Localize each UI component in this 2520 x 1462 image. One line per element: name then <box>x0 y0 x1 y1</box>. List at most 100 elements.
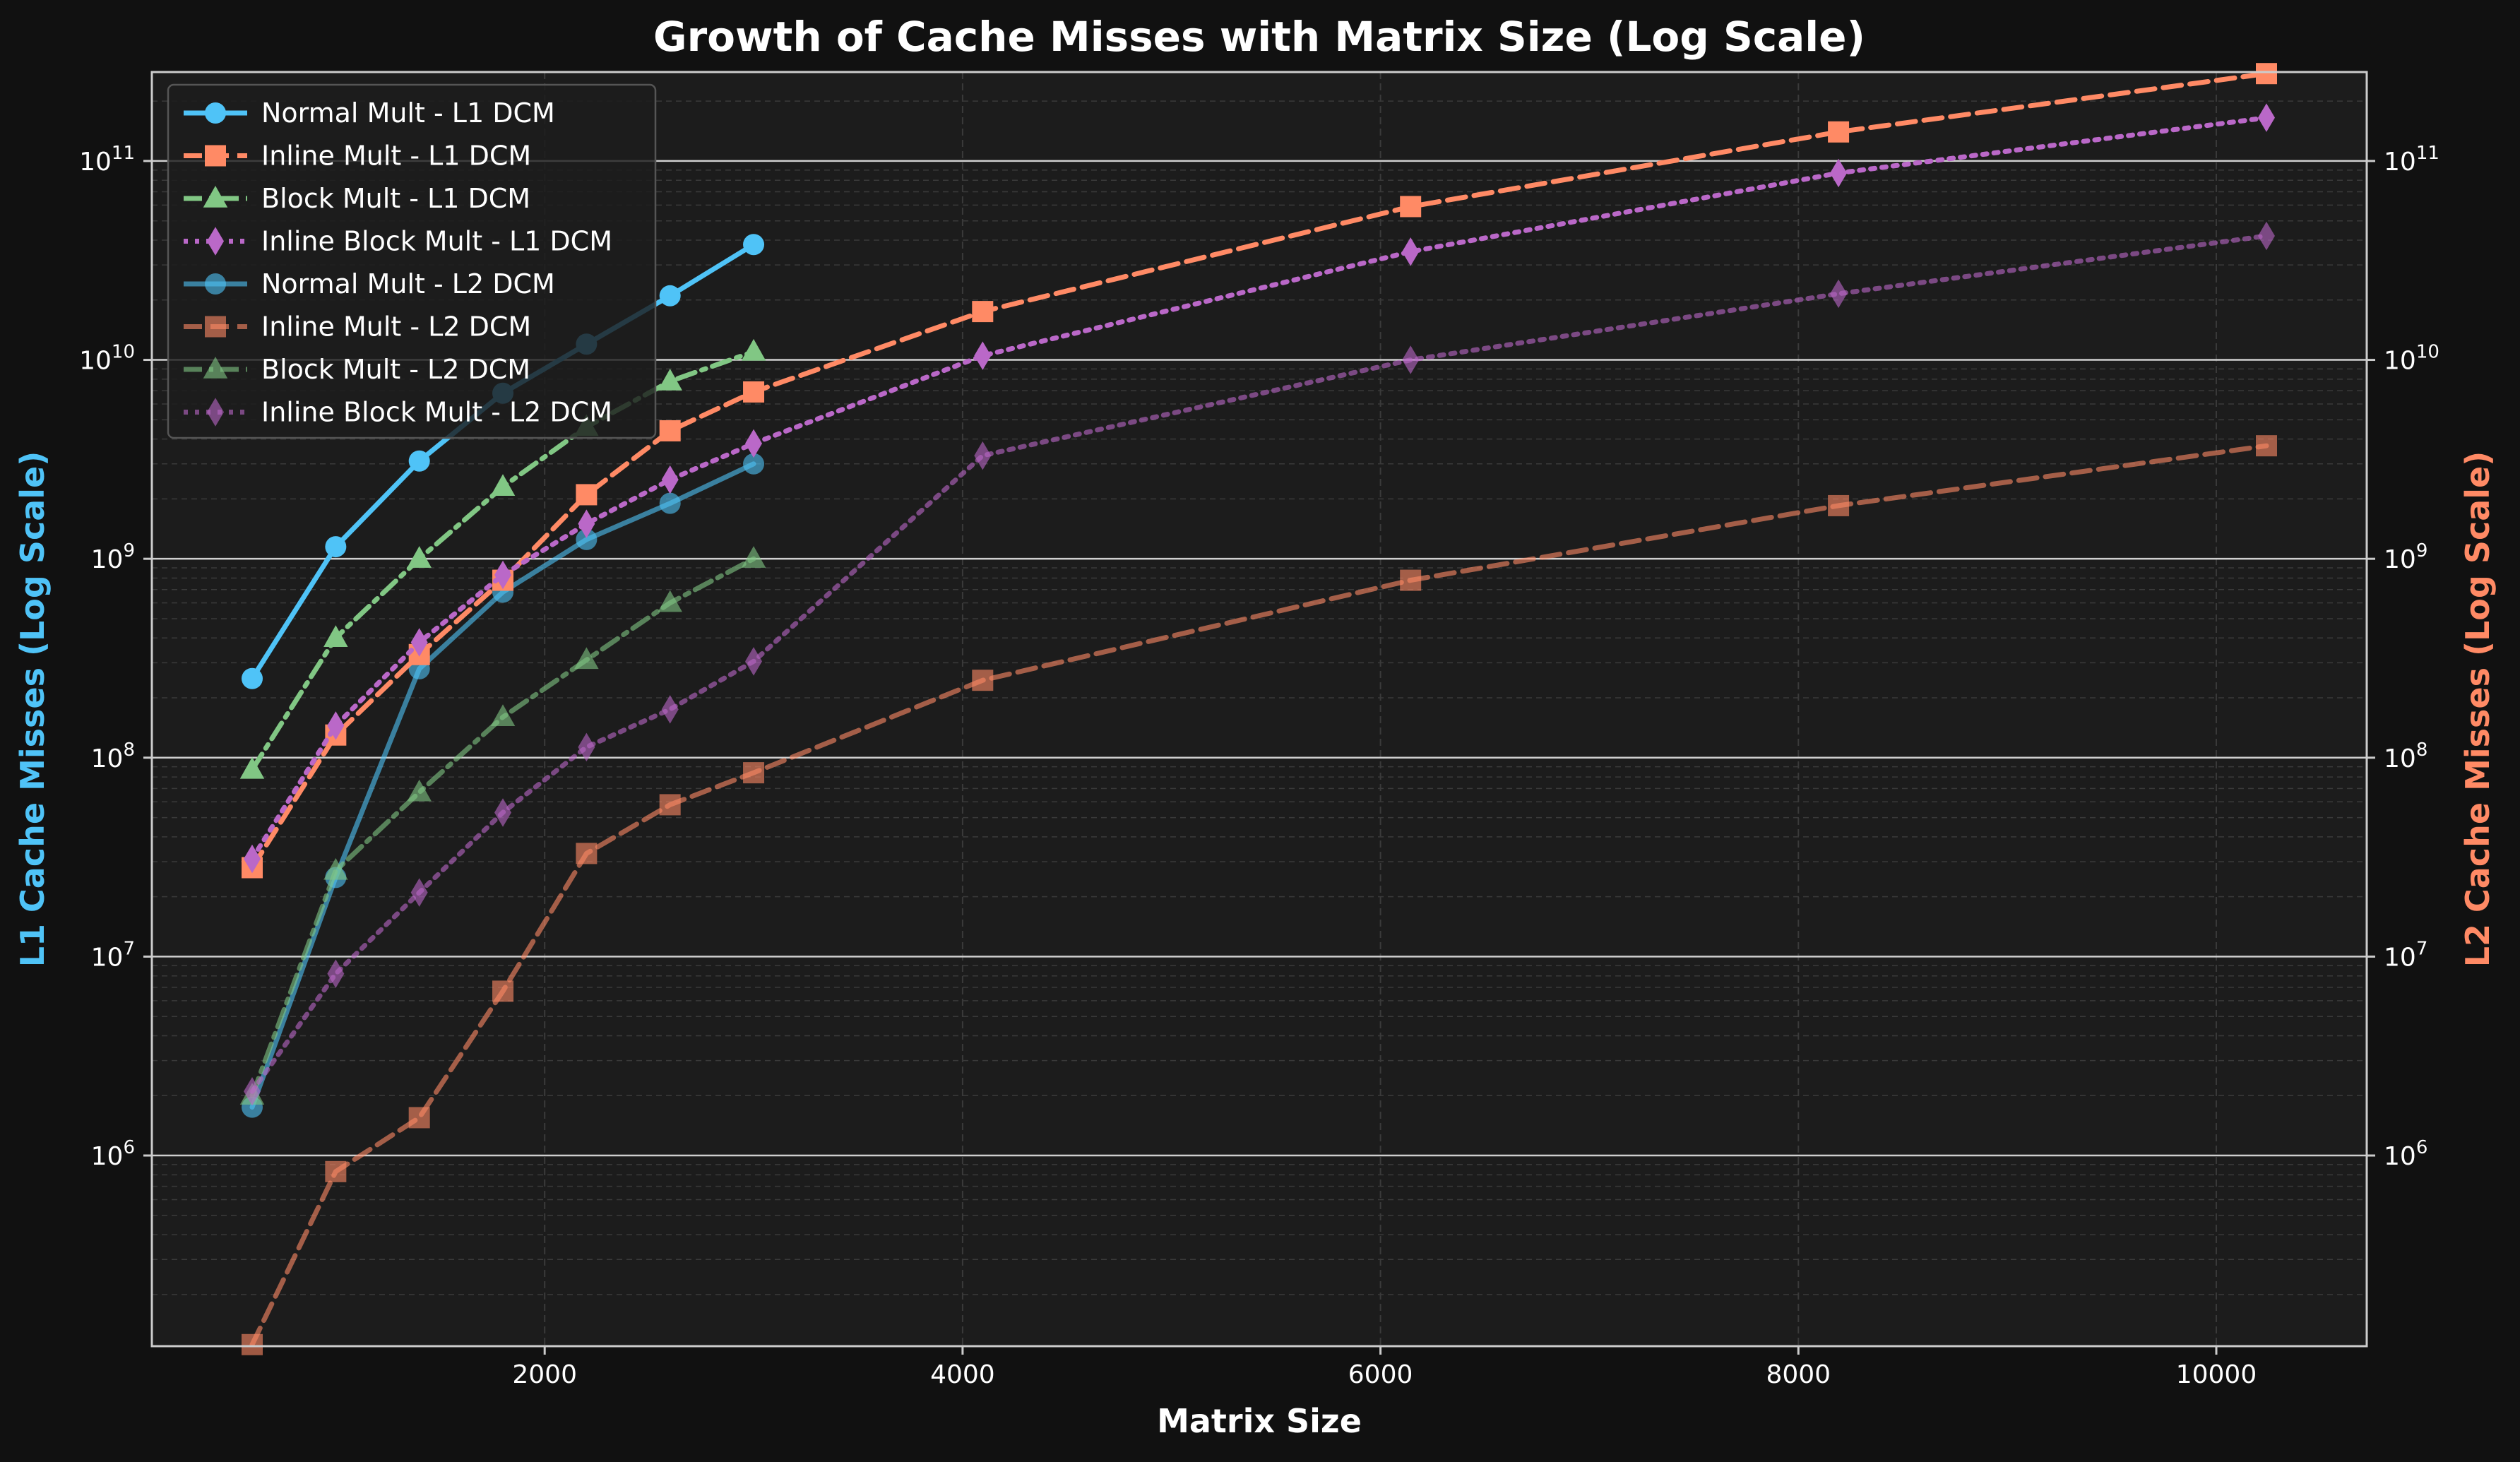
y-tick-label-right: 1010 <box>2384 342 2439 376</box>
y-tick-exponent: 6 <box>2416 1137 2428 1158</box>
marker-square <box>2255 63 2277 85</box>
plot-frame <box>150 71 2368 1348</box>
y-tick-base: 10 <box>91 1142 124 1171</box>
marker-square <box>743 762 765 784</box>
y-tick-base: 10 <box>2384 744 2416 773</box>
marker-square <box>1400 569 1422 591</box>
legend-entry: Inline Block Mult - L2 DCM <box>184 397 612 428</box>
marker-diamond <box>661 695 679 724</box>
y-tick-exponent: 8 <box>123 739 135 761</box>
marker-triangle <box>741 338 766 361</box>
y-tick-label-right: 1011 <box>2384 143 2439 177</box>
y-tick-label-left: 107 <box>91 938 135 972</box>
series-block-mult-l1-dcm <box>239 338 766 779</box>
legend-entry: Inline Mult - L1 DCM <box>184 141 531 172</box>
marker-square <box>1828 121 1850 143</box>
y-tick-base: 10 <box>91 744 124 773</box>
marker-diamond <box>1830 279 1848 309</box>
legend-label: Normal Mult - L2 DCM <box>261 268 555 299</box>
marker-diamond <box>244 1077 261 1106</box>
legend-entry: Inline Mult - L2 DCM <box>184 311 531 343</box>
x-axis-label: Matrix Size <box>1157 1402 1362 1440</box>
marker-diamond <box>2257 221 2275 251</box>
x-tick-label: 8000 <box>1766 1360 1831 1389</box>
marker-square <box>743 381 765 403</box>
chart-title: Growth of Cache Misses with Matrix Size … <box>653 13 1865 61</box>
y-tick-exponent: 7 <box>123 938 135 959</box>
marker-diamond <box>327 711 345 740</box>
marker-diamond <box>745 429 763 458</box>
legend-entry: Inline Block Mult - L1 DCM <box>184 226 612 257</box>
y-tick-base: 10 <box>2384 347 2416 376</box>
marker-diamond <box>494 560 512 590</box>
marker-diamond <box>410 628 428 657</box>
marker-square <box>659 420 681 441</box>
y-tick-label-right: 106 <box>2384 1137 2427 1171</box>
marker-square <box>1828 494 1850 516</box>
marker-triangle <box>658 590 682 612</box>
y-tick-exponent: 11 <box>2416 143 2439 164</box>
y-tick-exponent: 7 <box>2416 938 2428 959</box>
series-inline-block-mult-l1-dcm <box>244 103 2275 874</box>
marker-square <box>2255 435 2277 457</box>
marker-circle <box>205 273 226 295</box>
marker-triangle <box>407 779 432 802</box>
legend-entry: Normal Mult - L2 DCM <box>184 268 555 299</box>
marker-diamond <box>578 509 595 538</box>
marker-square <box>659 794 681 816</box>
marker-circle <box>408 450 430 472</box>
marker-diamond <box>661 465 679 494</box>
x-tick-label: 2000 <box>512 1360 577 1389</box>
y-tick-exponent: 10 <box>2416 342 2439 363</box>
series-block-mult-l2-dcm <box>239 546 766 1105</box>
legend-label: Inline Block Mult - L1 DCM <box>261 226 612 257</box>
marker-diamond <box>974 441 992 470</box>
legend-label: Inline Block Mult - L2 DCM <box>261 397 612 428</box>
marker-diamond <box>1402 237 1420 266</box>
marker-circle <box>659 492 681 514</box>
legend-entry: Block Mult - L2 DCM <box>184 354 530 385</box>
x-tick-label: 4000 <box>930 1360 995 1389</box>
marker-square <box>408 1107 430 1129</box>
legend: Normal Mult - L1 DCM Inline Mult - L1 DCM… <box>167 83 657 439</box>
y-tick-label-right: 108 <box>2384 739 2427 773</box>
marker-square <box>576 843 598 864</box>
marker-circle <box>743 453 765 475</box>
marker-square <box>325 1160 347 1182</box>
marker-triangle <box>490 474 516 497</box>
marker-triangle <box>203 357 228 379</box>
legend-label: Normal Mult - L1 DCM <box>261 97 555 129</box>
marker-circle <box>576 528 598 550</box>
marker-square <box>972 670 994 691</box>
y-tick-exponent: 9 <box>123 540 135 561</box>
grid <box>152 72 2367 1346</box>
legend-label: Block Mult - L2 DCM <box>261 354 530 385</box>
marker-diamond <box>410 878 428 907</box>
marker-triangle <box>323 625 348 647</box>
y-tick-base: 10 <box>2384 148 2416 177</box>
marker-circle <box>242 667 263 689</box>
y-tick-label-left: 1010 <box>79 342 135 376</box>
marker-triangle <box>658 368 682 391</box>
marker-triangle <box>574 647 599 670</box>
marker-diamond <box>1402 345 1420 374</box>
legend-label: Block Mult - L1 DCM <box>261 183 530 214</box>
marker-triangle <box>323 857 348 880</box>
marker-diamond <box>244 844 261 874</box>
marker-diamond <box>207 398 224 427</box>
y-tick-label-right: 109 <box>2384 540 2427 574</box>
y-tick-base: 10 <box>2384 1142 2416 1171</box>
marker-circle <box>205 102 226 124</box>
marker-diamond <box>494 798 512 827</box>
y-tick-exponent: 6 <box>123 1137 135 1158</box>
marker-square <box>576 484 598 506</box>
x-tick-label: 10000 <box>2176 1360 2257 1389</box>
legend-entry: Block Mult - L1 DCM <box>184 183 530 214</box>
y-axis-label-right: L2 Cache Misses (Log Scale) <box>2459 451 2497 968</box>
legend-box <box>167 83 657 439</box>
marker-circle <box>325 536 347 558</box>
y-axis-label-left: L1 Cache Misses (Log Scale) <box>13 451 52 968</box>
marker-diamond <box>2257 103 2275 132</box>
